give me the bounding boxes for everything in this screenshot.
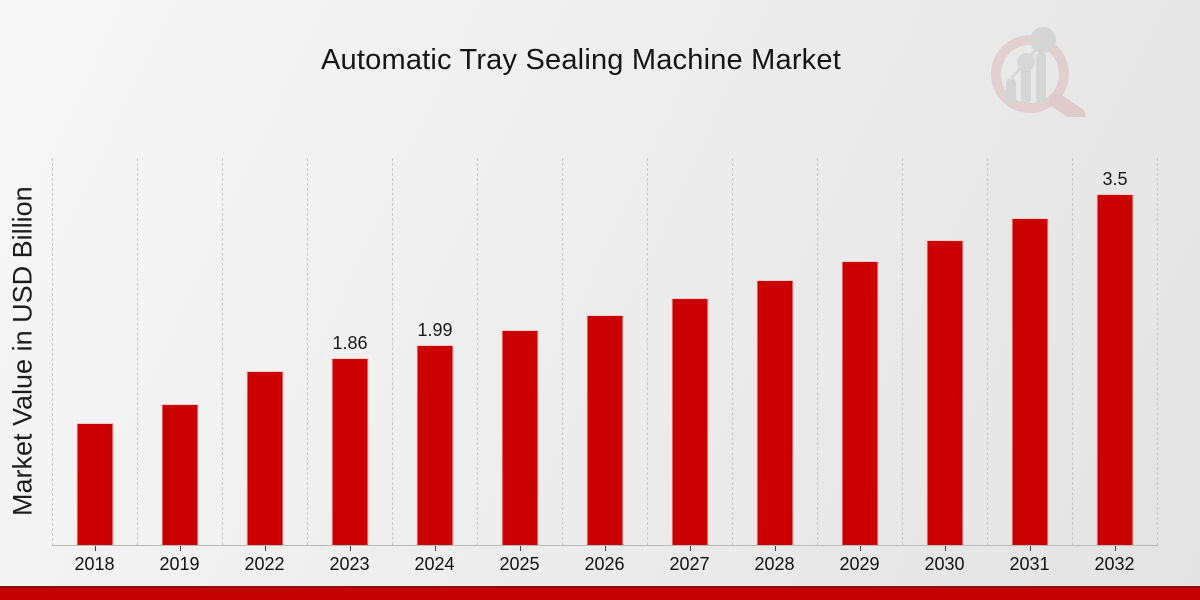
bar-2028 [756, 280, 794, 545]
x-axis-cell: 2027 [647, 546, 732, 575]
x-axis-cell: 2025 [477, 546, 562, 575]
logo-trend-dot-small [1017, 53, 1035, 71]
x-axis-tick-label: 2030 [924, 554, 965, 574]
bar-cell [138, 158, 223, 545]
x-axis-tick [859, 546, 861, 551]
bottom-accent-band [0, 586, 1200, 600]
x-axis-tick [1114, 546, 1116, 551]
x-axis-tick [1029, 546, 1031, 551]
x-axis-tick-label: 2022 [244, 554, 285, 574]
x-axis-tick-label: 2025 [499, 554, 540, 574]
x-axis-cell: 2019 [137, 546, 222, 575]
x-axis-tick [689, 546, 691, 551]
bar-cell [903, 158, 988, 545]
x-axis-tick [604, 546, 606, 551]
x-axis-tick-label: 2028 [754, 554, 795, 574]
chart-title: Automatic Tray Sealing Machine Market [321, 44, 841, 76]
bar-2026 [586, 315, 624, 545]
x-axis-cell: 2018 [52, 546, 137, 575]
bar-2019 [161, 404, 199, 545]
x-axis-tick [94, 546, 96, 551]
bar-cell: 3.5 [1073, 158, 1158, 545]
x-axis-tick [264, 546, 266, 551]
x-axis-cell: 2030 [902, 546, 987, 575]
bar-2018 [76, 423, 114, 545]
y-axis-label: Market Value in USD Billion [7, 186, 38, 517]
bar-cell [648, 158, 733, 545]
x-axis-tick-label: 2032 [1094, 554, 1135, 574]
bar-2027 [671, 298, 709, 545]
bar-value-label: 3.5 [1102, 169, 1128, 189]
bar-cell [53, 158, 138, 545]
x-axis-tick [434, 546, 436, 551]
x-axis-tick-label: 2026 [584, 554, 625, 574]
magnifier-handle [1049, 93, 1086, 117]
x-axis-tick-label: 2024 [414, 554, 455, 574]
x-axis-cell: 2026 [562, 546, 647, 575]
x-axis-tick-label: 2018 [74, 554, 115, 574]
bar-2024 [416, 345, 454, 545]
x-axis-tick-label: 2029 [839, 554, 880, 574]
x-axis-tick-label: 2027 [669, 554, 710, 574]
bar-2023 [331, 358, 369, 545]
x-axis-tick [349, 546, 351, 551]
x-axis-tick [519, 546, 521, 551]
bar-cell: 1.99 [393, 158, 478, 545]
logo-bar-large [1036, 52, 1046, 104]
bar-cell [478, 158, 563, 545]
x-axis-tick-label: 2023 [329, 554, 370, 574]
x-axis-tick-label: 2019 [159, 554, 200, 574]
x-axis-tick [944, 546, 946, 551]
bar-2025 [501, 330, 539, 545]
logo-trend-dot-large [1030, 27, 1056, 53]
x-axis-cell: 2029 [817, 546, 902, 575]
bar-2032 [1096, 194, 1134, 545]
bar-cell [563, 158, 648, 545]
bar-cell [733, 158, 818, 545]
x-axis-cell: 2022 [222, 546, 307, 575]
plot-area: 1.86 1.99 3.5 [52, 158, 1158, 546]
bar-value-label: 1.86 [332, 333, 368, 353]
x-axis: 2018 2019 2022 2023 2024 2025 2026 2027 2028 2029… [52, 546, 1157, 575]
x-axis-cell: 2031 [987, 546, 1072, 575]
bar-2022 [246, 371, 284, 545]
x-axis-cell: 2032 [1072, 546, 1157, 575]
x-axis-tick [774, 546, 776, 551]
logo-bar-small [1006, 78, 1016, 104]
bar-cell: 1.86 [308, 158, 393, 545]
magnifier-bar-chart-logo-icon [991, 27, 1086, 117]
logo-bar-medium [1021, 66, 1031, 104]
bar-cell [223, 158, 308, 545]
bar-value-label: 1.99 [417, 320, 453, 340]
bar-2030 [926, 240, 964, 545]
x-axis-cell: 2028 [732, 546, 817, 575]
x-axis-cell: 2023 [307, 546, 392, 575]
bar-cell [988, 158, 1073, 545]
x-axis-tick-label: 2031 [1009, 554, 1050, 574]
bar-2029 [841, 261, 879, 545]
bar-2031 [1011, 218, 1049, 545]
x-axis-tick [179, 546, 181, 551]
bar-cell [818, 158, 903, 545]
x-axis-cell: 2024 [392, 546, 477, 575]
